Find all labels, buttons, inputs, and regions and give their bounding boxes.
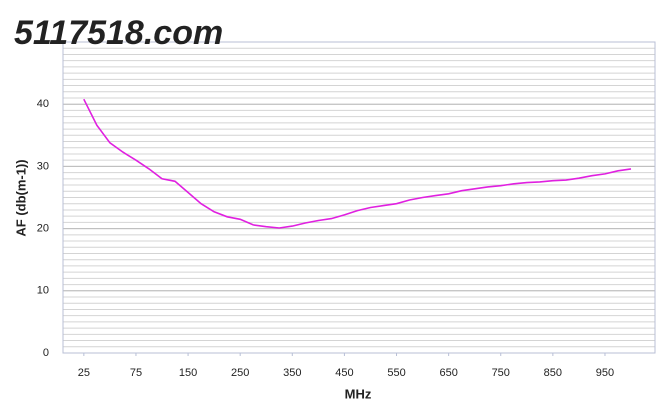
y-tick-label: 10: [37, 285, 49, 297]
y-tick-label: 40: [37, 98, 49, 110]
watermark: .com: [144, 14, 223, 52]
x-tick-label: 75: [130, 367, 142, 379]
x-tick-label: 250: [231, 367, 249, 379]
watermark: 5117518: [14, 14, 144, 52]
x-tick-label: 550: [387, 367, 405, 379]
plot-border: [62, 41, 656, 354]
x-tick-label: 25: [78, 367, 90, 379]
x-tick-label: 650: [439, 367, 457, 379]
data-line: [83, 98, 632, 229]
y-axis-title: AF (db(m-1)): [13, 159, 28, 236]
x-tick-label: 350: [283, 367, 301, 379]
x-tick-label: 750: [492, 367, 510, 379]
x-axis-title: MHz: [345, 386, 372, 401]
y-tick-label: 30: [37, 160, 49, 172]
x-tick-label: 150: [179, 367, 197, 379]
y-tick-label: 0: [43, 347, 49, 359]
y-tick-label: 20: [37, 223, 49, 235]
x-tick-label: 450: [335, 367, 353, 379]
x-tick-label: 850: [544, 367, 562, 379]
x-tick-label: 950: [596, 367, 614, 379]
